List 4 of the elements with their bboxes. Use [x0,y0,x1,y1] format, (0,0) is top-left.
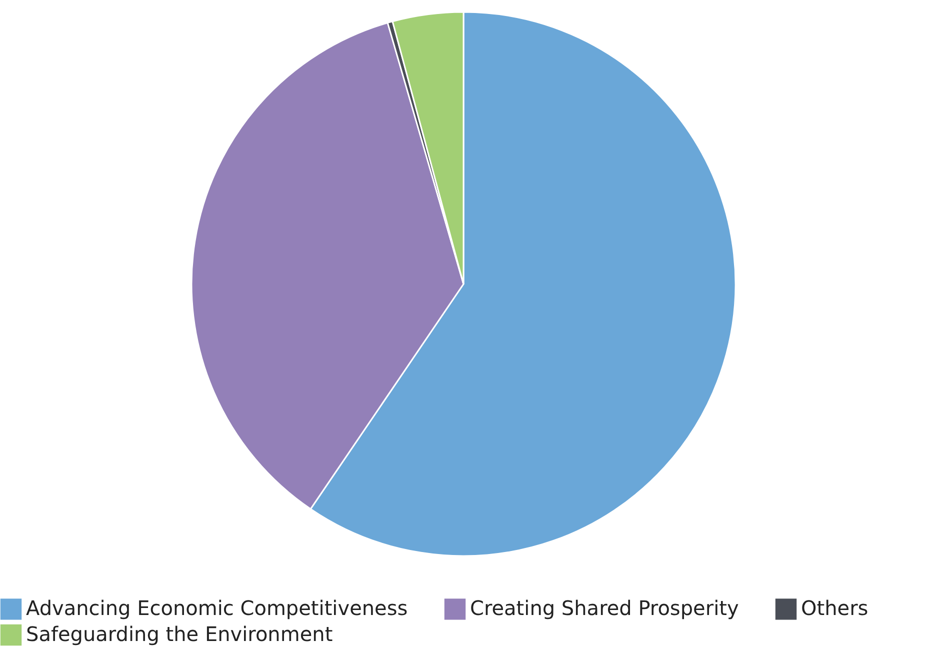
legend-label: Advancing Economic Competitiveness [26,596,408,620]
legend-label: Others [801,596,868,620]
legend-label: Creating Shared Prosperity [470,596,739,620]
legend-label: Safeguarding the Environment [26,622,333,646]
